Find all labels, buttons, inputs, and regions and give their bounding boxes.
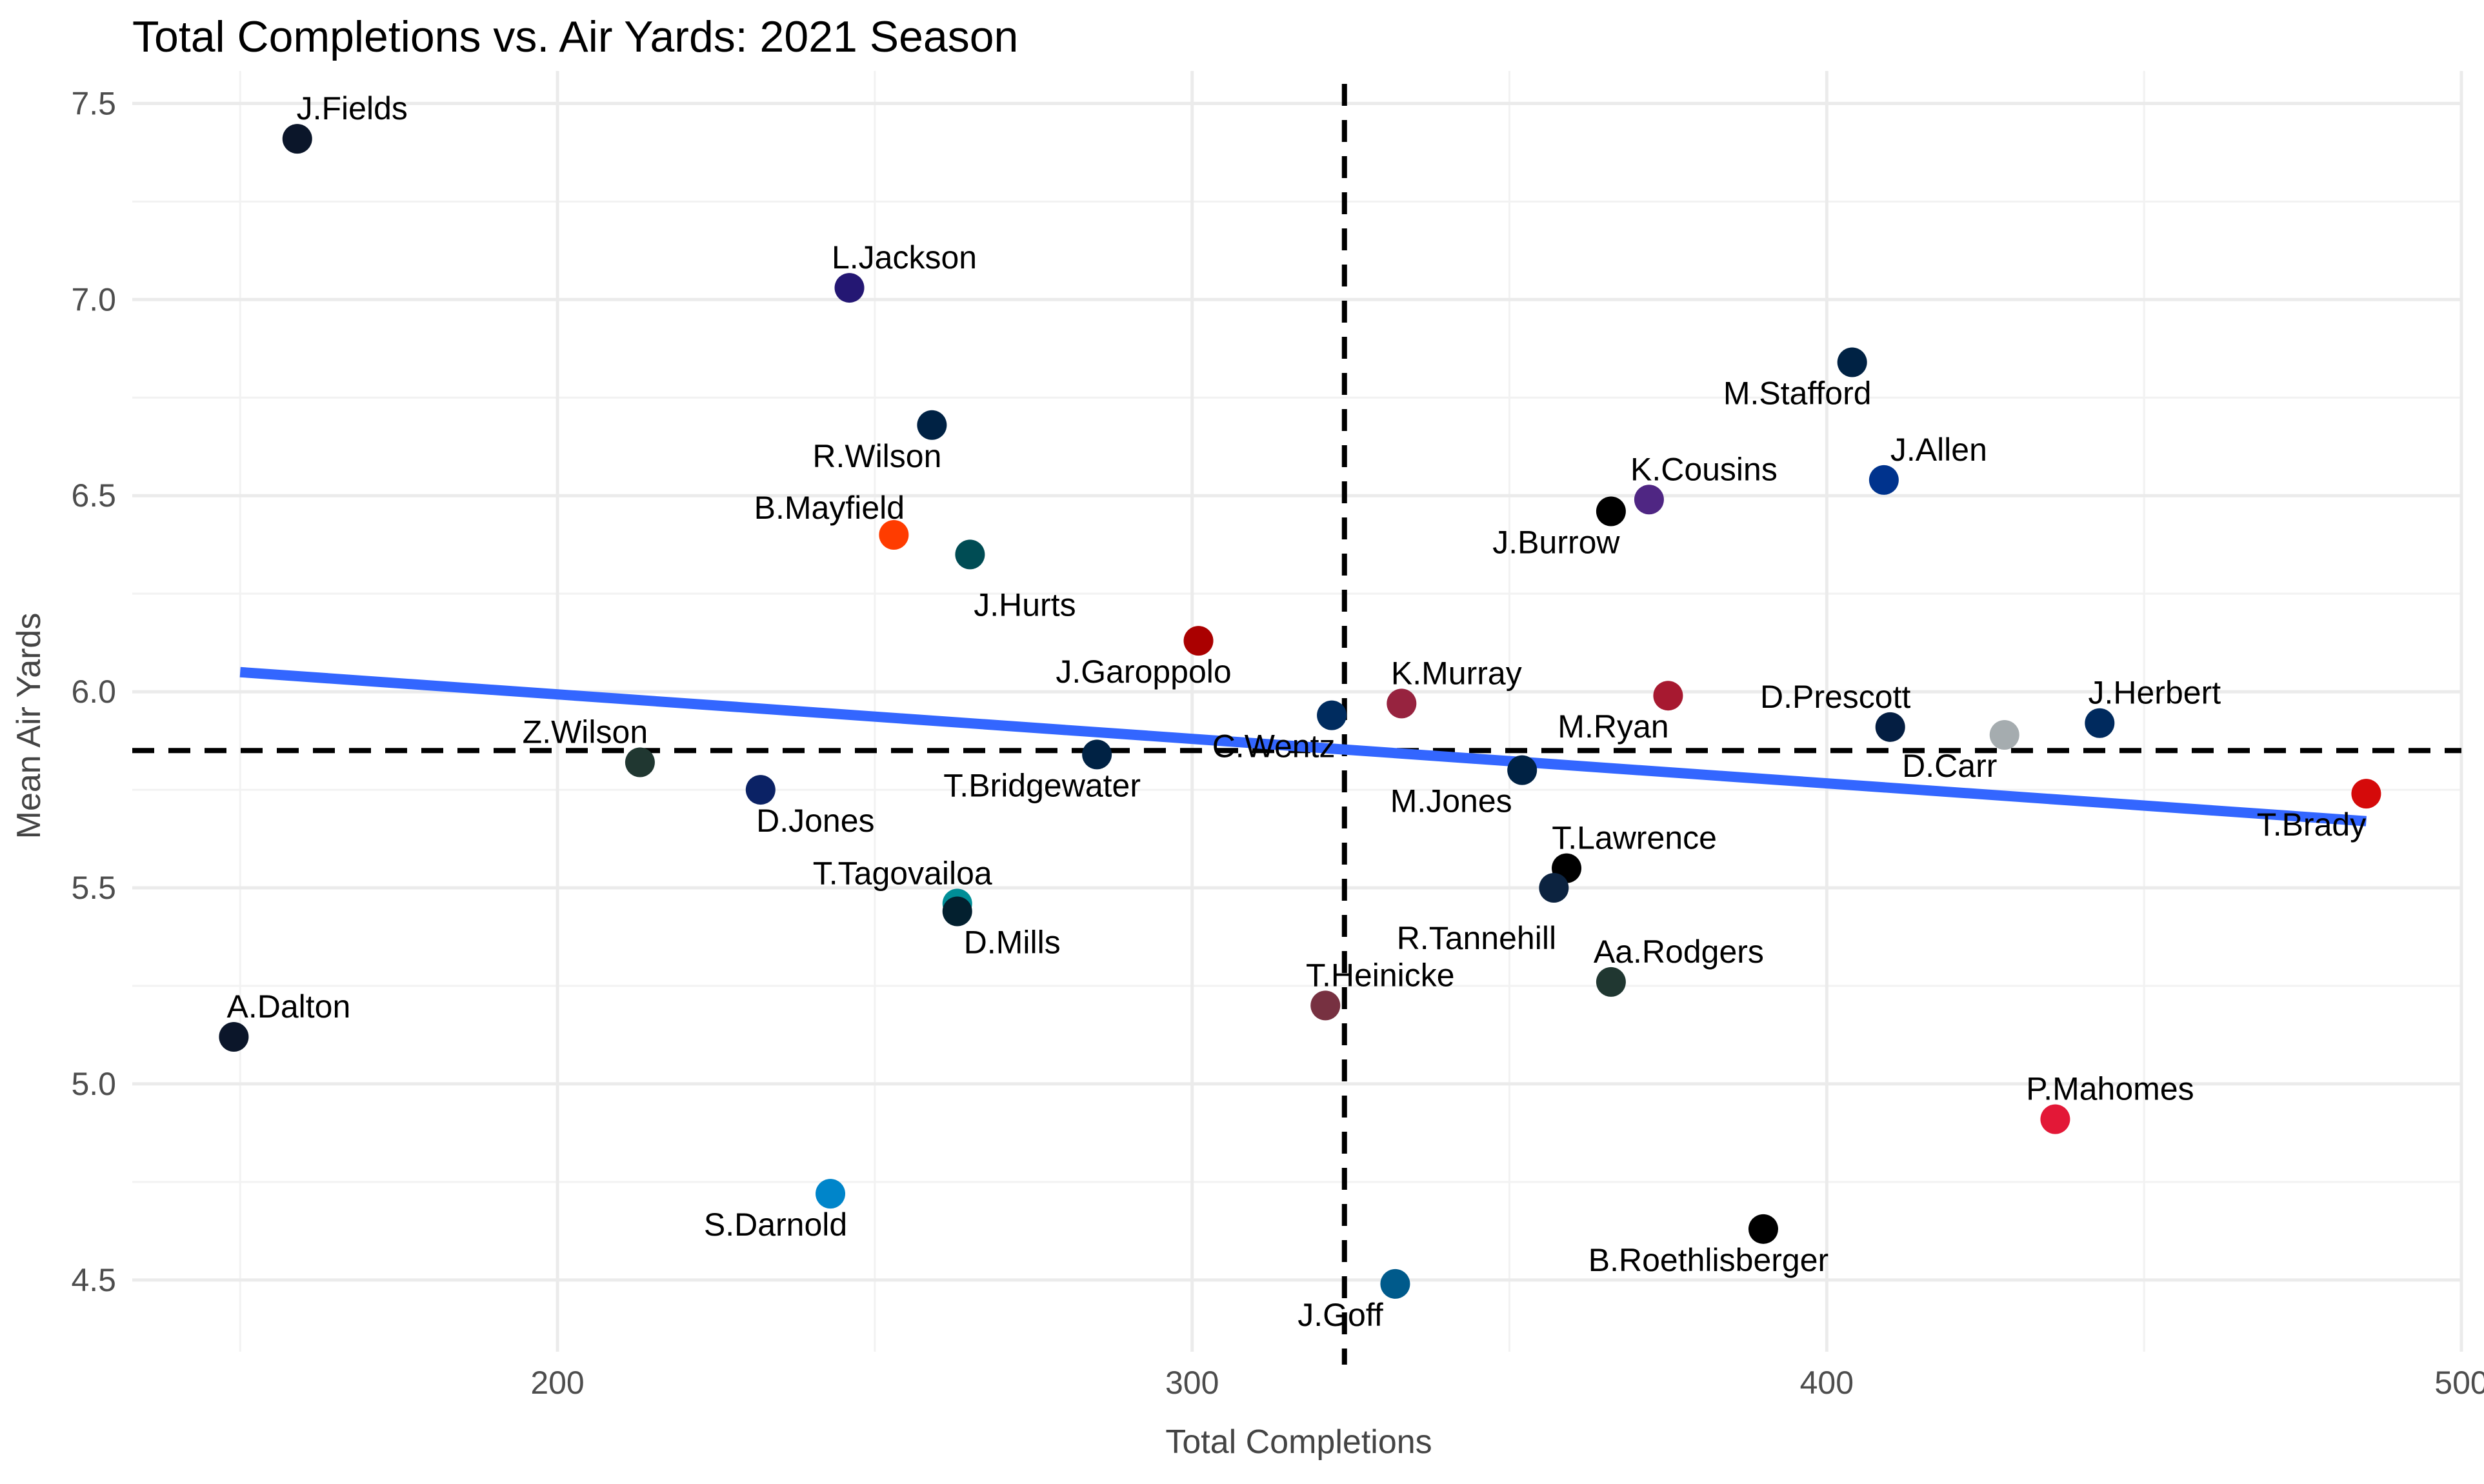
data-point (1596, 967, 1626, 997)
data-point (1507, 755, 1537, 785)
point-label: M.Ryan (1558, 708, 1668, 745)
point-label: T.Lawrence (1552, 820, 1717, 856)
y-tick-label: 5.5 (71, 870, 116, 906)
data-point (1748, 1214, 1778, 1244)
point-label: J.Hurts (974, 587, 1076, 623)
data-point (2085, 708, 2115, 738)
y-tick-label: 6.5 (71, 477, 116, 514)
y-tick-label: 4.5 (71, 1262, 116, 1298)
data-point (1387, 688, 1417, 719)
point-label: J.Herbert (2088, 675, 2221, 711)
data-point (917, 410, 947, 440)
data-point (1868, 465, 1899, 495)
data-point (879, 519, 909, 550)
data-point (282, 124, 312, 154)
point-label: J.Allen (1890, 432, 1987, 468)
x-axis-title: Total Completions (1165, 1423, 1432, 1461)
point-label: T.Tagovailoa (813, 855, 992, 891)
y-tick-label: 5.0 (71, 1066, 116, 1102)
x-tick-label: 200 (530, 1365, 584, 1401)
point-label: D.Jones (756, 803, 874, 839)
point-label: S.Darnold (704, 1207, 847, 1243)
grid (132, 71, 2463, 1352)
point-label: A.Dalton (226, 988, 350, 1025)
data-point (2351, 779, 2381, 809)
data-point (834, 273, 865, 303)
data-point (1653, 681, 1683, 711)
point-label: C.Wentz (1212, 728, 1336, 765)
x-tick-label: 300 (1165, 1365, 1219, 1401)
chart-title: Total Completions vs. Air Yards: 2021 Se… (132, 12, 1018, 61)
y-axis-title: Mean Air Yards (10, 613, 48, 839)
point-label: K.Cousins (1630, 451, 1778, 487)
point-label: T.Heinicke (1306, 957, 1455, 993)
axis-ticks: 200 300 400 500 4.5 5.0 5.5 6.0 6.5 7.0 7.5 (71, 85, 2484, 1401)
x-tick-label: 500 (2434, 1365, 2484, 1401)
point-label: K.Murray (1391, 655, 1522, 691)
data-point (1634, 485, 1664, 515)
data-point (955, 539, 985, 570)
point-label: T.Brady (2257, 807, 2367, 843)
point-label: P.Mahomes (2026, 1071, 2194, 1107)
x-tick-label: 400 (1800, 1365, 1854, 1401)
data-point (1837, 347, 1867, 377)
data-point (1317, 700, 1347, 730)
point-label: B.Roethlisberger (1588, 1242, 1828, 1278)
point-label: R.Wilson (812, 438, 941, 474)
data-point (1380, 1268, 1410, 1299)
trend-line-group (239, 667, 2367, 827)
point-label: M.Jones (1390, 783, 1512, 819)
data-point (219, 1021, 249, 1052)
data-point (2040, 1104, 2070, 1134)
point-labels: J.Fields L.Jackson R.Wilson B.Mayfield J.Hur… (226, 90, 2366, 1333)
data-point (745, 775, 776, 805)
point-label: J.Garoppolo (1056, 654, 1231, 690)
point-label: L.Jackson (832, 239, 977, 276)
point-label: J.Fields (297, 90, 408, 126)
data-point (1183, 626, 1214, 656)
point-label: J.Goff (1297, 1297, 1383, 1333)
point-label: T.Bridgewater (943, 767, 1141, 803)
y-tick-label: 7.0 (71, 281, 116, 317)
data-point (1875, 712, 1905, 742)
point-label: D.Prescott (1760, 679, 1911, 715)
point-label: M.Stafford (1723, 376, 1872, 412)
point-label: B.Mayfield (754, 490, 905, 526)
point-label: Z.Wilson (523, 714, 648, 750)
data-point (1989, 719, 2019, 750)
point-label: R.Tannehill (1397, 920, 1556, 956)
point-label: D.Carr (1902, 748, 1997, 784)
point-label: J.Burrow (1492, 525, 1620, 561)
point-label: D.Mills (964, 924, 1061, 960)
data-points (219, 124, 2381, 1299)
point-label: Aa.Rodgers (1594, 934, 1764, 970)
data-point (625, 747, 655, 777)
data-point (1596, 496, 1626, 526)
trend-line (239, 667, 2367, 827)
data-point (1082, 739, 1112, 770)
data-point (1539, 873, 1569, 903)
data-point (942, 896, 972, 927)
y-tick-label: 7.5 (71, 85, 116, 121)
data-point (816, 1179, 846, 1209)
y-tick-label: 6.0 (71, 674, 116, 710)
data-point (1310, 990, 1341, 1021)
